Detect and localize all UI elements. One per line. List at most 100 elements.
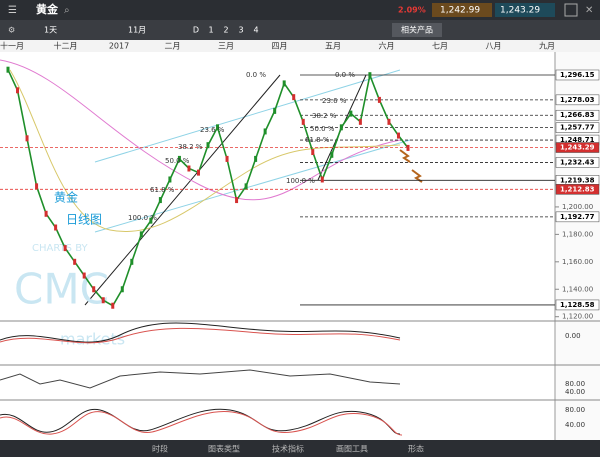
fib-label: 0.0 % bbox=[246, 71, 266, 79]
bottom-button[interactable]: 形态 bbox=[408, 444, 424, 454]
frame-button[interactable]: 4 bbox=[253, 26, 258, 35]
level-label: 1,192.77 bbox=[560, 213, 595, 221]
period[interactable]: 1天 bbox=[44, 26, 57, 35]
fib-label: 0.0 % bbox=[335, 71, 355, 79]
price-tick-label: 1,180.00 bbox=[562, 230, 593, 238]
buy-price: 1,243.29 bbox=[500, 6, 540, 16]
level-label: 1,243.29 bbox=[560, 144, 595, 152]
candle bbox=[225, 155, 229, 162]
bottom-button[interactable]: 画图工具 bbox=[336, 445, 368, 454]
candle bbox=[139, 231, 143, 238]
level-label: 1,296.15 bbox=[560, 71, 595, 79]
settings-icon[interactable]: ⚙ bbox=[8, 26, 15, 35]
level-box bbox=[555, 109, 600, 121]
channel-line bbox=[94, 69, 401, 163]
price-tick-label: 1,120.00 bbox=[562, 313, 593, 321]
level-label: 1,219.38 bbox=[560, 176, 595, 184]
candle bbox=[216, 124, 220, 131]
indicator-label: 80.00 bbox=[565, 406, 585, 414]
channel-line bbox=[94, 139, 411, 233]
fib-label: 61.8 % bbox=[150, 186, 175, 194]
candle bbox=[196, 169, 200, 176]
frame-button[interactable]: D bbox=[193, 26, 199, 35]
indicator-label: 40.00 bbox=[565, 421, 585, 429]
window-button[interactable] bbox=[564, 3, 578, 17]
indicator-label: 40.00 bbox=[565, 388, 585, 396]
frame-button[interactable]: 3 bbox=[238, 26, 243, 35]
candle bbox=[130, 258, 134, 265]
bottom-bar bbox=[0, 440, 600, 457]
candle bbox=[73, 258, 77, 265]
candle bbox=[292, 94, 296, 101]
candle bbox=[168, 176, 172, 183]
candle bbox=[387, 118, 391, 125]
candle bbox=[177, 155, 181, 162]
price-tick-label: 1,160.00 bbox=[562, 258, 593, 266]
indicator-label: 80.00 bbox=[565, 380, 585, 388]
buy-button[interactable] bbox=[495, 3, 555, 17]
rsi-line bbox=[0, 369, 401, 389]
frame-button[interactable]: 2 bbox=[223, 26, 228, 35]
level-label: 1,278.03 bbox=[560, 96, 595, 104]
level-label: 1,232.43 bbox=[560, 158, 595, 166]
price-tick-label: 1,200.00 bbox=[562, 203, 593, 211]
time-label: 2017 bbox=[109, 42, 129, 51]
bottom-button[interactable]: 技术指标 bbox=[272, 444, 304, 454]
fib-label: 38.2 % bbox=[312, 112, 337, 120]
fib-label: 38.2 % bbox=[178, 143, 203, 151]
candle bbox=[92, 286, 96, 293]
moving-average bbox=[9, 69, 401, 232]
price-chart bbox=[0, 59, 423, 306]
fib-label: 100.0 % bbox=[128, 214, 157, 222]
macd-line bbox=[0, 322, 401, 343]
time-label: 三月 bbox=[218, 42, 234, 51]
close-button[interactable]: ✕ bbox=[585, 5, 593, 16]
candle bbox=[377, 96, 381, 103]
level-box bbox=[555, 94, 600, 106]
level-box bbox=[555, 142, 600, 153]
moving-average bbox=[0, 59, 401, 201]
candle bbox=[254, 155, 258, 162]
search-icon[interactable]: ⌕ bbox=[64, 5, 70, 16]
candle bbox=[35, 183, 39, 190]
candle bbox=[16, 87, 20, 94]
month[interactable]: 11月 bbox=[128, 26, 146, 35]
candle bbox=[54, 224, 58, 231]
level-label: 1,128.58 bbox=[560, 301, 595, 309]
related-button[interactable] bbox=[392, 23, 442, 37]
candle bbox=[263, 128, 267, 135]
bottom-button[interactable]: 时段 bbox=[152, 444, 168, 454]
candle bbox=[158, 197, 162, 204]
chart-label: 日线图 bbox=[66, 213, 102, 227]
frame-button[interactable]: 1 bbox=[208, 26, 213, 35]
candle bbox=[149, 217, 153, 224]
price-tick-label: 1,140.00 bbox=[562, 285, 593, 293]
fib-label: 50.0 % bbox=[165, 157, 190, 165]
sell-button[interactable] bbox=[432, 3, 492, 17]
candle bbox=[368, 72, 372, 79]
level-box bbox=[555, 211, 600, 223]
time-label: 七月 bbox=[432, 42, 448, 51]
sell-price: 1,242.99 bbox=[440, 6, 480, 16]
bottom-button[interactable]: 图表类型 bbox=[208, 444, 240, 454]
fib-label: 50.0 % bbox=[310, 125, 335, 133]
candle bbox=[349, 110, 353, 117]
level-box bbox=[555, 157, 600, 168]
fib-label: 100.0 % bbox=[286, 177, 315, 185]
arrow bbox=[399, 149, 411, 163]
level-box bbox=[555, 122, 600, 133]
candle bbox=[301, 118, 305, 125]
menu-icon[interactable]: ☰ bbox=[8, 5, 17, 16]
watermark: CHARTS BY bbox=[32, 243, 89, 254]
fib-label: 23.6 % bbox=[200, 126, 225, 134]
fib-label: 61.8 % bbox=[305, 136, 330, 144]
candle bbox=[187, 165, 191, 172]
level-box bbox=[555, 299, 600, 311]
candle bbox=[44, 210, 48, 217]
stoch-signal bbox=[0, 410, 403, 436]
candle bbox=[6, 66, 10, 73]
macd-signal bbox=[0, 327, 401, 344]
time-label: 八月 bbox=[486, 42, 502, 51]
level-label: 1,212.83 bbox=[560, 185, 595, 193]
level-label: 1,248.71 bbox=[560, 136, 595, 144]
